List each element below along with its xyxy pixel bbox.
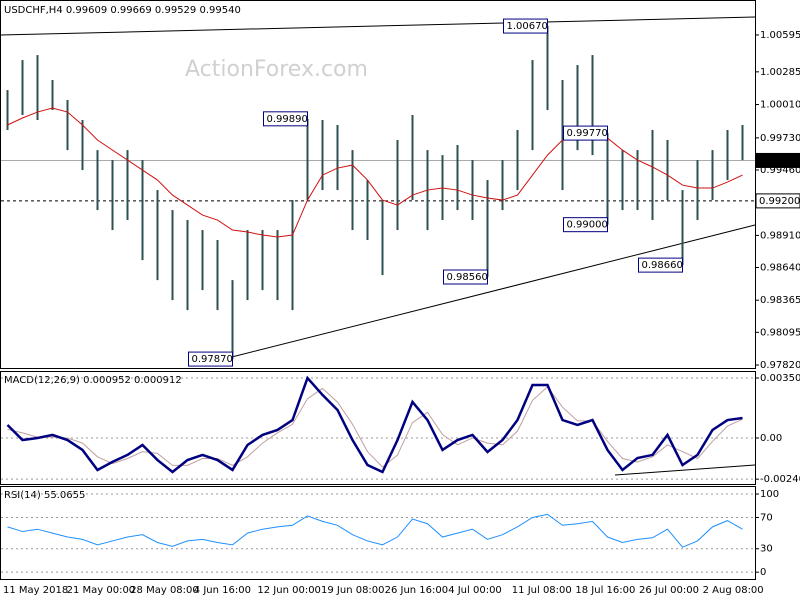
y-tick-label: 0.00 [760,433,782,444]
level-label: 0.99200 [759,196,800,207]
y-tick-label: 1.00285 [760,67,800,78]
indicator-line [7,385,743,468]
level-box [755,152,800,168]
y-tick-label: 0.98095 [760,327,800,338]
y-tick-label: 0.98365 [760,295,800,306]
price-annotation-box [188,351,233,367]
macd-panel [0,371,756,485]
rsi-title: RSI(14) 55.0655 [4,490,85,501]
price-annotation-box [563,125,608,141]
macd-title: MACD(12,26,9) 0.000952 0.000912 [4,375,182,386]
trend-line [0,16,756,36]
rsi-panel [0,486,756,580]
price-annotation-box [563,217,608,233]
x-tick-label: 11 Jul 08:00 [512,585,572,596]
price-annotation: 0.98660 [642,260,683,271]
indicator-line [6,375,743,474]
chart-title: USDCHF,H4 0.99609 0.99669 0.99529 0.9954… [4,5,241,16]
y-tick-label: 1.00595 [760,30,800,41]
x-tick-label: 26 Jul 00:00 [639,585,699,596]
x-tick-label: 12 Jun 00:00 [257,585,321,596]
y-tick-label: 0.97820 [760,360,800,371]
price-annotation-box [638,257,683,273]
price-panel [0,0,756,369]
y-tick-label: 0.99730 [760,133,800,144]
x-tick-label: 21 May 00:00 [67,585,136,596]
y-tick-label: 0.98910 [760,230,800,241]
price-annotation: 0.99770 [567,128,608,139]
y-tick-label: 30 [760,544,773,555]
x-tick-label: 26 Jun 16:00 [385,585,449,596]
y-tick-label: 70 [760,512,773,523]
x-tick-label: 4 Jul 00:00 [448,585,502,596]
price-annotation: 1.00670 [507,21,548,32]
watermark: ActionForex.com [185,57,368,82]
price-annotation-box [503,18,548,34]
moving-average [7,107,743,238]
y-tick-label: 0.98640 [760,262,800,273]
price-annotation: 0.97870 [192,354,233,365]
indicator-line [7,513,743,548]
trend-line [199,224,756,366]
y-tick-label: 0.99460 [760,165,800,176]
x-tick-label: 18 Jul 16:00 [575,585,635,596]
y-tick-label: 100 [760,489,779,500]
x-tick-label: 4 Jun 16:00 [194,585,251,596]
price-annotation-box [263,111,308,127]
trend-line [614,464,756,476]
level-box [755,193,800,209]
y-tick-label: -0.002408 [760,474,800,485]
x-tick-label: 2 Aug 08:00 [703,585,764,596]
price-annotation-box [443,269,488,285]
price-annotation: 0.98560 [447,272,488,283]
x-tick-label: 11 May 2018 [3,585,68,596]
x-tick-label: 19 Jun 08:00 [321,585,385,596]
y-tick-label: 1.00010 [760,100,800,111]
price-annotation: 0.99890 [267,114,308,125]
y-tick-label: 0 [760,567,766,578]
level-label: 0.99540 [759,155,800,166]
price-annotation: 0.99000 [567,220,608,231]
x-tick-label: 28 May 08:00 [130,585,199,596]
y-tick-label: 0.003509 [760,373,800,384]
